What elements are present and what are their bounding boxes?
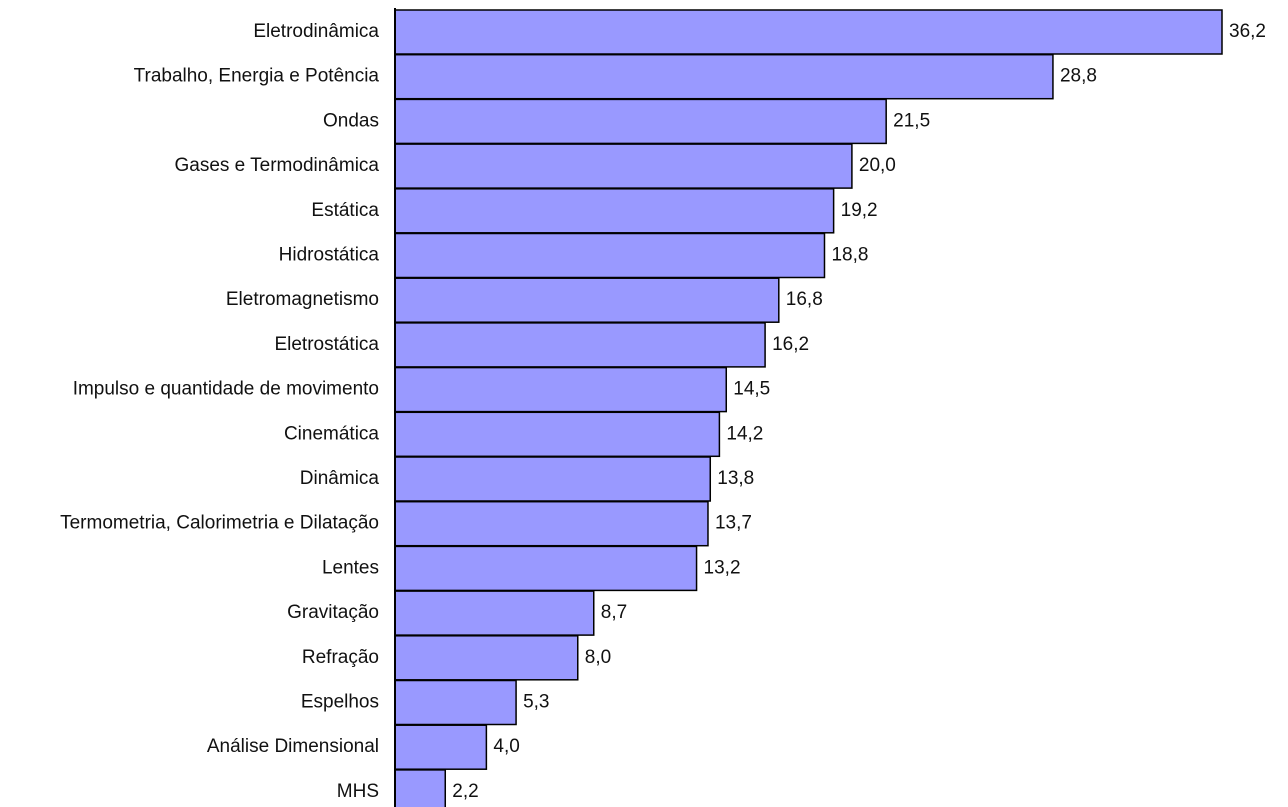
bar xyxy=(394,143,853,189)
value-label: 13,8 xyxy=(717,468,754,489)
value-label: 8,7 xyxy=(601,602,627,623)
value-label: 36,2 xyxy=(1229,21,1266,42)
category-label: Impulso e quantidade de movimento xyxy=(73,379,379,400)
bar xyxy=(394,545,698,592)
bar xyxy=(394,53,1054,100)
category-label: Gases e Termodinâmica xyxy=(174,155,379,176)
value-label: 14,5 xyxy=(733,379,770,400)
value-label: 14,2 xyxy=(726,423,763,444)
bar xyxy=(394,232,826,279)
bar xyxy=(394,769,447,807)
value-label: 2,2 xyxy=(452,781,478,802)
category-label: Análise Dimensional xyxy=(207,736,379,757)
bar xyxy=(394,366,728,413)
category-label: Eletrostática xyxy=(274,334,379,355)
value-label: 13,2 xyxy=(704,557,741,578)
bar xyxy=(394,679,517,726)
value-label: 8,0 xyxy=(585,647,611,668)
category-label: Eletromagnetismo xyxy=(226,289,379,310)
category-labels: Eletrodinâmica Trabalho, Energia e Potênc… xyxy=(60,21,379,802)
value-label: 16,8 xyxy=(786,289,823,310)
bar xyxy=(394,500,709,547)
category-label: Ondas xyxy=(323,110,379,131)
category-label: Termometria, Calorimetria e Dilatação xyxy=(60,513,379,534)
bars-group xyxy=(394,9,1223,807)
value-label: 19,2 xyxy=(841,200,878,221)
value-label: 20,0 xyxy=(859,155,896,176)
value-label: 28,8 xyxy=(1060,66,1097,87)
bar xyxy=(394,9,1223,55)
category-label: MHS xyxy=(337,781,379,802)
bar xyxy=(394,188,835,234)
bar xyxy=(394,322,766,368)
bar xyxy=(394,98,887,145)
category-label: Refração xyxy=(302,647,379,668)
value-labels: 36,2 28,8 21,5 20,0 19,2 18,8 16,8 16,2 14,5 14,2… xyxy=(452,21,1266,802)
value-label: 4,0 xyxy=(493,736,519,757)
bar xyxy=(394,456,712,502)
value-label: 13,7 xyxy=(715,513,752,534)
value-label: 18,8 xyxy=(831,245,868,266)
category-label: Eletrodinâmica xyxy=(253,21,379,42)
category-label: Trabalho, Energia e Potência xyxy=(134,66,380,87)
bar xyxy=(394,635,579,681)
value-label: 16,2 xyxy=(772,334,809,355)
category-label: Hidrostática xyxy=(279,245,380,266)
bar xyxy=(394,277,780,323)
category-label: Espelhos xyxy=(301,692,379,713)
category-label: Cinemática xyxy=(284,423,379,444)
category-label: Lentes xyxy=(322,557,379,578)
category-label: Estática xyxy=(311,200,379,221)
bar xyxy=(394,724,488,770)
category-label: Gravitação xyxy=(287,602,379,623)
category-label: Dinâmica xyxy=(300,468,380,489)
value-label: 21,5 xyxy=(893,110,930,131)
value-label: 5,3 xyxy=(523,692,549,713)
bar xyxy=(394,590,595,636)
bar xyxy=(394,411,721,458)
